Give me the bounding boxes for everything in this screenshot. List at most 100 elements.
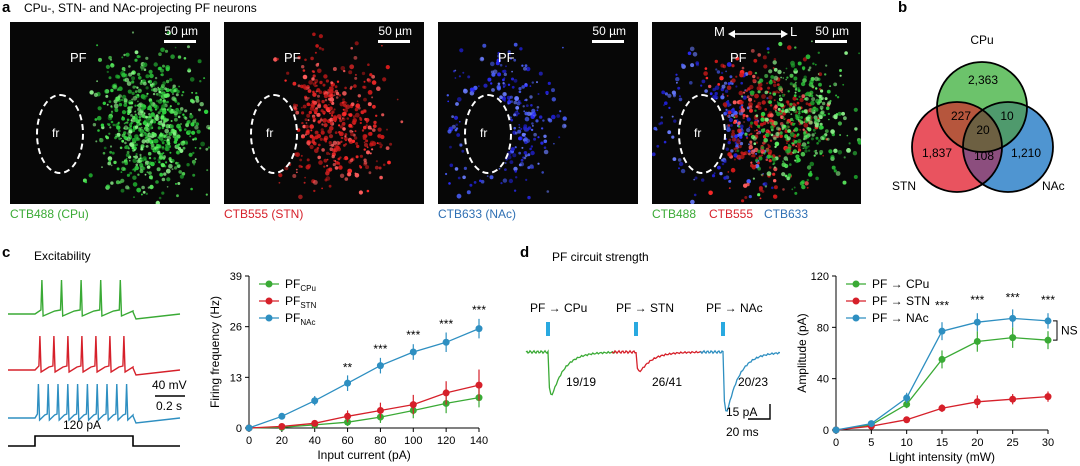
legend-swatch-dot [265, 314, 273, 322]
legend-swatch-dot [852, 280, 860, 288]
ns-bracket [1053, 320, 1058, 341]
ml-arrow-icon [728, 30, 788, 38]
data-point [442, 338, 450, 346]
fr-outline [678, 94, 726, 174]
trace-label-stn: PF → STN [616, 301, 674, 315]
epsc-trace-nac [699, 349, 780, 412]
significance-label: *** [373, 342, 387, 356]
fr-label: fr [266, 126, 274, 140]
data-point [938, 355, 946, 363]
micrograph-cpu: PF fr 50 µm [10, 22, 210, 204]
cell-scatter-merge-green [733, 40, 861, 197]
light-pulse-nac [721, 322, 725, 336]
scale-label: 50 µm [592, 24, 626, 38]
scale-pa-label: 15 pA [726, 405, 758, 419]
venn-label-stn: STN [892, 179, 916, 193]
scale-bar [815, 40, 847, 43]
x-tick-label: 40 [309, 435, 321, 447]
epsc-trace-stn [611, 349, 704, 373]
y-tick-label: 120 [811, 271, 829, 283]
data-point [903, 416, 911, 424]
scale-bar [164, 40, 196, 43]
spike-trace-nac [8, 383, 181, 424]
panel-d-label: d [520, 244, 530, 261]
spike-traces: 120 pA [8, 279, 185, 447]
legend-label: PF → CPu [872, 277, 929, 291]
panel-a-label: a [2, 0, 11, 16]
panel-a-title: CPu-, STN- and NAc-projecting PF neurons [24, 1, 257, 15]
panel-d-title: PF circuit strength [552, 250, 649, 264]
data-point [245, 424, 253, 432]
pf-label: PF [730, 50, 747, 65]
caption-merge-green: CTB488 [652, 207, 697, 221]
legend-label: PFNAc [285, 311, 315, 327]
fr-outline [36, 94, 84, 174]
x-tick-label: 80 [374, 435, 386, 447]
x-tick-label: 120 [437, 435, 455, 447]
micrograph-merge: PF fr M L 50 µm [652, 22, 861, 204]
x-tick-label: 30 [1042, 437, 1054, 449]
scale-s-label: 0.2 s [156, 399, 183, 413]
medial-label: M [714, 24, 725, 39]
data-point [1009, 334, 1017, 342]
scale-bar-pa-ms [748, 404, 771, 420]
pf-label: PF [70, 50, 87, 65]
significance-label: *** [1041, 293, 1055, 307]
data-point [475, 325, 483, 333]
legend-label: PF → NAc [872, 311, 929, 325]
legend-label: PFSTN [285, 294, 317, 310]
current-label: 120 pA [63, 418, 101, 432]
data-point [311, 419, 319, 427]
series-1 [832, 391, 1052, 434]
cell-scatter-red [273, 32, 404, 200]
venn-count-stn-nac: 108 [974, 149, 994, 163]
significance-label: *** [406, 328, 420, 342]
fr-label: fr [52, 126, 60, 140]
legend-label: PFCPu [285, 277, 316, 293]
venn-diagram: CPu STN NAc 2,363 1,837 1,210 227 10 108… [892, 33, 1065, 193]
x-tick-label: 0 [246, 435, 252, 447]
axes: 0 40 80 120 0 5 10 15 20 25 30 [811, 271, 1054, 449]
data-point [1044, 393, 1052, 401]
trace-label-nac: PF → NAc [706, 301, 763, 315]
legend-swatch-dot [265, 297, 273, 305]
x-axis-label: Light intensity (mW) [889, 450, 995, 464]
data-point [973, 398, 981, 406]
data-point [1044, 317, 1052, 325]
caption-stn: CTB555 (STN) [224, 207, 304, 221]
spike-trace-cpu [8, 279, 181, 320]
pf-label: PF [284, 50, 301, 65]
venn-count-stn: 1,837 [922, 146, 952, 160]
data-point [867, 420, 875, 428]
data-point [1009, 314, 1017, 322]
epsc-trace-cpu [525, 349, 616, 396]
epsc-traces: PF → CPu PF → STN PF → NAc 19/19 26/41 2… [525, 301, 780, 420]
fr-outline [250, 94, 298, 174]
significance-label: *** [970, 293, 984, 307]
data-point [973, 318, 981, 326]
significance-label: ** [343, 360, 353, 374]
trace-label-cpu: PF → CPu [530, 301, 587, 315]
fr-label: fr [694, 126, 702, 140]
scale-ms-label: 20 ms [726, 425, 759, 439]
panel-b-label: b [898, 0, 908, 16]
x-tick-label: 60 [341, 435, 353, 447]
amplitude-chart: 0 40 80 120 0 5 10 15 20 25 30 Light intensity (mW)… [795, 271, 1078, 464]
fr-label: fr [480, 126, 488, 140]
y-tick-label: 40 [817, 374, 829, 386]
y-tick-label: 0 [236, 423, 242, 435]
venn-count-cpu-stn: 227 [951, 109, 971, 123]
caption-cpu: CTB488 (CPu) [10, 207, 89, 221]
series-line [248, 396, 480, 429]
legend-label: PF → STN [872, 294, 930, 308]
data-point [409, 401, 417, 409]
data-point [442, 389, 450, 397]
y-tick-label: 13 [230, 372, 242, 384]
panel-c-label: c [2, 244, 11, 261]
venn-count-all: 20 [976, 123, 990, 137]
data-point [903, 394, 911, 402]
venn-count-cpu-nac: 10 [1000, 109, 1014, 123]
y-axis-label: Firing frequency (Hz) [208, 296, 222, 408]
x-axis-label: Input current (pA) [317, 448, 410, 462]
